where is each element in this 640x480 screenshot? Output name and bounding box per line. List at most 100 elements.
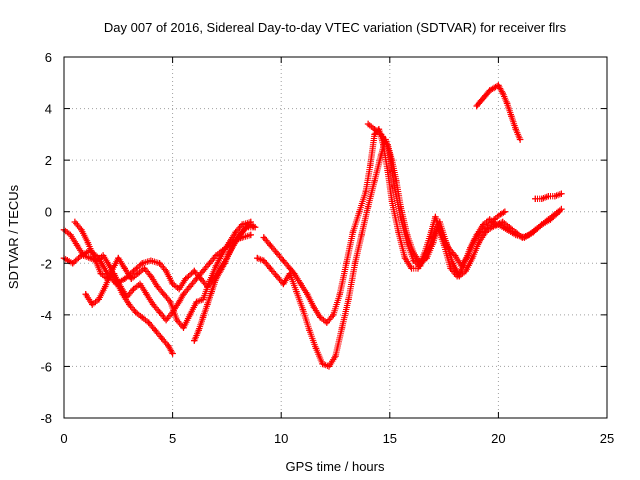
data-point [467, 244, 474, 251]
data-point [126, 301, 133, 308]
data-point [280, 257, 287, 264]
data-point [69, 260, 76, 267]
data-point [156, 309, 163, 316]
data-point [312, 345, 320, 352]
data-point [195, 327, 202, 334]
data-point [436, 218, 443, 226]
chart-title: Day 007 of 2016, Sidereal Day-to-day VTE… [104, 20, 567, 35]
data-point [139, 314, 146, 321]
data-point [493, 221, 500, 228]
series-track-7 [254, 136, 563, 370]
data-point [364, 120, 372, 128]
data-point [108, 267, 115, 275]
data-point [410, 249, 417, 257]
data-point [336, 291, 343, 298]
data-point [488, 224, 496, 231]
data-point [410, 257, 417, 264]
data-point [393, 177, 400, 184]
series-markers [191, 221, 259, 344]
data-point [80, 252, 87, 259]
series-markers [71, 218, 254, 324]
data-point [453, 273, 461, 280]
data-point [310, 303, 317, 311]
data-point [130, 285, 137, 293]
y-tick-label: -2 [40, 256, 52, 271]
data-point [512, 126, 519, 133]
grid [64, 57, 607, 418]
data-point [169, 280, 176, 288]
data-point [304, 291, 311, 298]
data-point [273, 249, 281, 257]
axis-ticks: 0 5 10 15 20 25 -8 -6 -4 -2 0 2 4 6 [40, 50, 614, 446]
data-point [475, 239, 483, 246]
data-point [267, 265, 274, 272]
y-axis-label: SDTVAR / TECUs [6, 184, 21, 289]
data-point [525, 231, 532, 239]
data-point [186, 311, 194, 319]
data-point [136, 280, 144, 288]
data-point [449, 260, 456, 267]
data-point [349, 229, 357, 236]
data-point [490, 84, 498, 92]
data-point [182, 275, 189, 282]
x-tick-label: 15 [383, 431, 397, 446]
data-point [206, 260, 213, 267]
data-point [225, 249, 233, 257]
data-point [482, 92, 489, 99]
data-point [193, 275, 200, 282]
data-points [60, 82, 565, 370]
data-point [123, 293, 131, 300]
data-point [99, 252, 107, 259]
data-point [395, 229, 402, 236]
data-point [82, 291, 89, 298]
data-point [191, 337, 198, 344]
data-point [191, 267, 198, 275]
data-point [145, 319, 152, 326]
data-point [408, 265, 415, 272]
data-point [89, 301, 96, 308]
data-point [345, 296, 352, 303]
data-point [440, 242, 448, 249]
data-point [516, 136, 524, 143]
data-point [193, 298, 200, 306]
data-point [558, 190, 565, 197]
y-tick-label: 2 [45, 153, 52, 168]
data-point [139, 260, 146, 267]
data-point [149, 301, 157, 308]
data-point [230, 242, 237, 249]
data-point [199, 267, 207, 275]
data-point [538, 221, 545, 228]
data-point [404, 231, 411, 239]
data-point [377, 131, 385, 138]
data-point [332, 352, 339, 360]
data-point [117, 283, 124, 290]
data-point [532, 195, 539, 202]
data-point [225, 239, 233, 246]
data-point [158, 334, 165, 342]
data-point [460, 262, 467, 270]
data-point [367, 162, 374, 169]
data-point [293, 288, 300, 295]
y-tick-label: -8 [40, 411, 52, 426]
data-point [486, 87, 493, 94]
data-point [388, 156, 396, 164]
data-point [154, 283, 161, 290]
data-point [477, 97, 485, 104]
data-point [286, 270, 294, 277]
data-point [175, 285, 183, 293]
series-track-10 [532, 190, 565, 202]
data-point [469, 254, 476, 262]
data-point [243, 224, 250, 231]
data-point [165, 342, 172, 349]
data-point [430, 239, 437, 246]
data-point [254, 254, 261, 262]
data-point [325, 363, 333, 370]
y-tick-label: 0 [45, 205, 52, 220]
data-point [508, 113, 515, 120]
data-point [212, 275, 220, 282]
data-point [377, 151, 385, 159]
data-point [78, 226, 85, 233]
data-point [434, 224, 441, 231]
data-point [343, 260, 350, 267]
data-point [417, 260, 424, 267]
